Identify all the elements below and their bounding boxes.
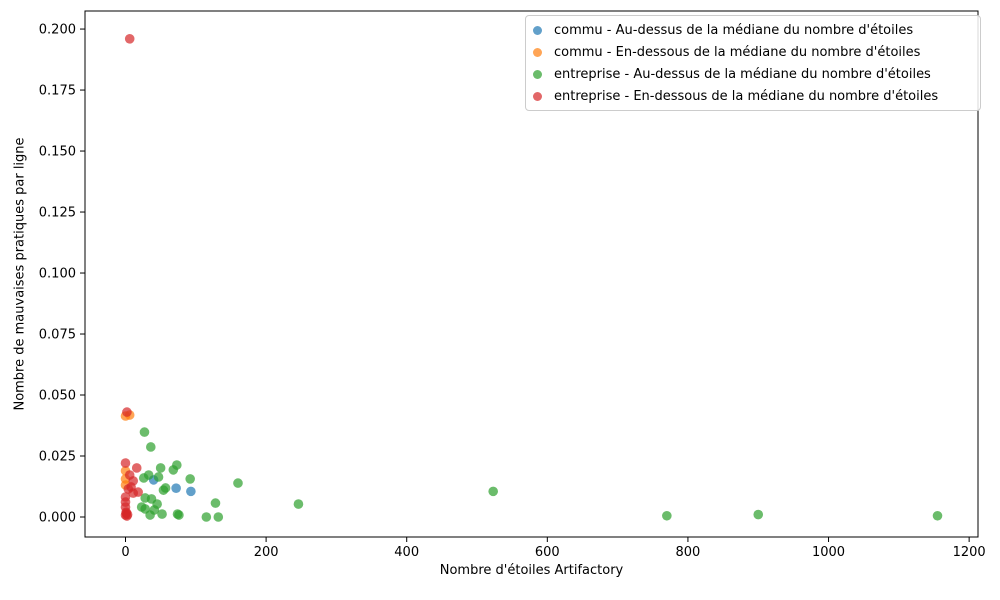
data-point	[131, 463, 142, 473]
data-point	[145, 510, 155, 520]
data-point	[172, 460, 182, 470]
x-tick-label: 800	[676, 545, 701, 560]
data-point	[157, 509, 167, 519]
y-tick-label: 0.125	[39, 206, 76, 221]
data-point	[293, 499, 304, 509]
legend-item-label: commu - En-dessous de la médiane du nomb…	[554, 44, 921, 60]
y-tick-label: 0.025	[39, 450, 76, 465]
data-point	[185, 474, 195, 484]
legend-item: commu - En-dessous de la médiane du nomb…	[526, 41, 980, 63]
legend-marker-icon	[533, 69, 542, 79]
legend-item: entreprise - Au-dessus de la médiane du …	[526, 63, 980, 85]
data-point	[174, 510, 184, 520]
legend-marker-icon	[533, 91, 542, 101]
data-point	[153, 472, 164, 482]
x-tick-label: 0	[121, 545, 129, 560]
legend-item-label: commu - Au-dessus de la médiane du nombr…	[554, 22, 914, 38]
data-point	[753, 509, 764, 520]
data-point	[139, 427, 150, 437]
y-tick-label: 0.000	[39, 510, 76, 525]
data-point	[488, 486, 498, 497]
data-point	[120, 458, 131, 468]
data-point	[136, 502, 147, 512]
data-point	[662, 510, 672, 521]
legend-item-label: entreprise - En-dessous de la médiane du…	[554, 88, 939, 104]
x-axis-label: Nombre d'étoiles Artifactory	[439, 563, 624, 578]
x-tick-label: 200	[254, 545, 279, 560]
data-point	[138, 473, 149, 483]
data-point	[122, 407, 132, 417]
data-point	[186, 486, 196, 497]
data-point	[213, 512, 224, 522]
data-point	[932, 510, 943, 521]
legend-item: commu - Au-dessus de la médiane du nombr…	[526, 19, 980, 41]
x-tick-label: 400	[394, 545, 419, 560]
data-point	[146, 442, 156, 452]
legend-marker-icon	[533, 47, 542, 57]
data-point	[201, 512, 212, 522]
data-point	[155, 463, 166, 473]
plot-frame	[84, 10, 979, 538]
x-tick-label: 1000	[812, 545, 845, 560]
data-point	[133, 487, 143, 497]
data-point	[158, 485, 169, 495]
data-point	[171, 483, 181, 494]
y-tick-label: 0.150	[39, 145, 76, 160]
y-tick-label: 0.075	[39, 328, 76, 343]
y-tick-label: 0.175	[39, 84, 76, 99]
y-axis-label: Nombre de mauvaises pratiques par ligne	[12, 137, 28, 411]
y-tick-label: 0.050	[39, 389, 76, 404]
legend-marker-icon	[533, 25, 542, 35]
data-point	[233, 478, 243, 488]
y-tick-label: 0.200	[39, 23, 76, 38]
legend-item: entreprise - En-dessous de la médiane du…	[526, 85, 980, 107]
x-tick-label: 600	[535, 545, 560, 560]
data-point	[124, 34, 135, 44]
data-point	[122, 509, 133, 520]
x-tick-label: 1200	[953, 545, 986, 560]
legend-item-label: entreprise - Au-dessus de la médiane du …	[554, 66, 931, 82]
y-tick-label: 0.100	[39, 267, 76, 282]
data-point	[210, 498, 221, 508]
legend: commu - Au-dessus de la médiane du nombr…	[525, 15, 981, 111]
